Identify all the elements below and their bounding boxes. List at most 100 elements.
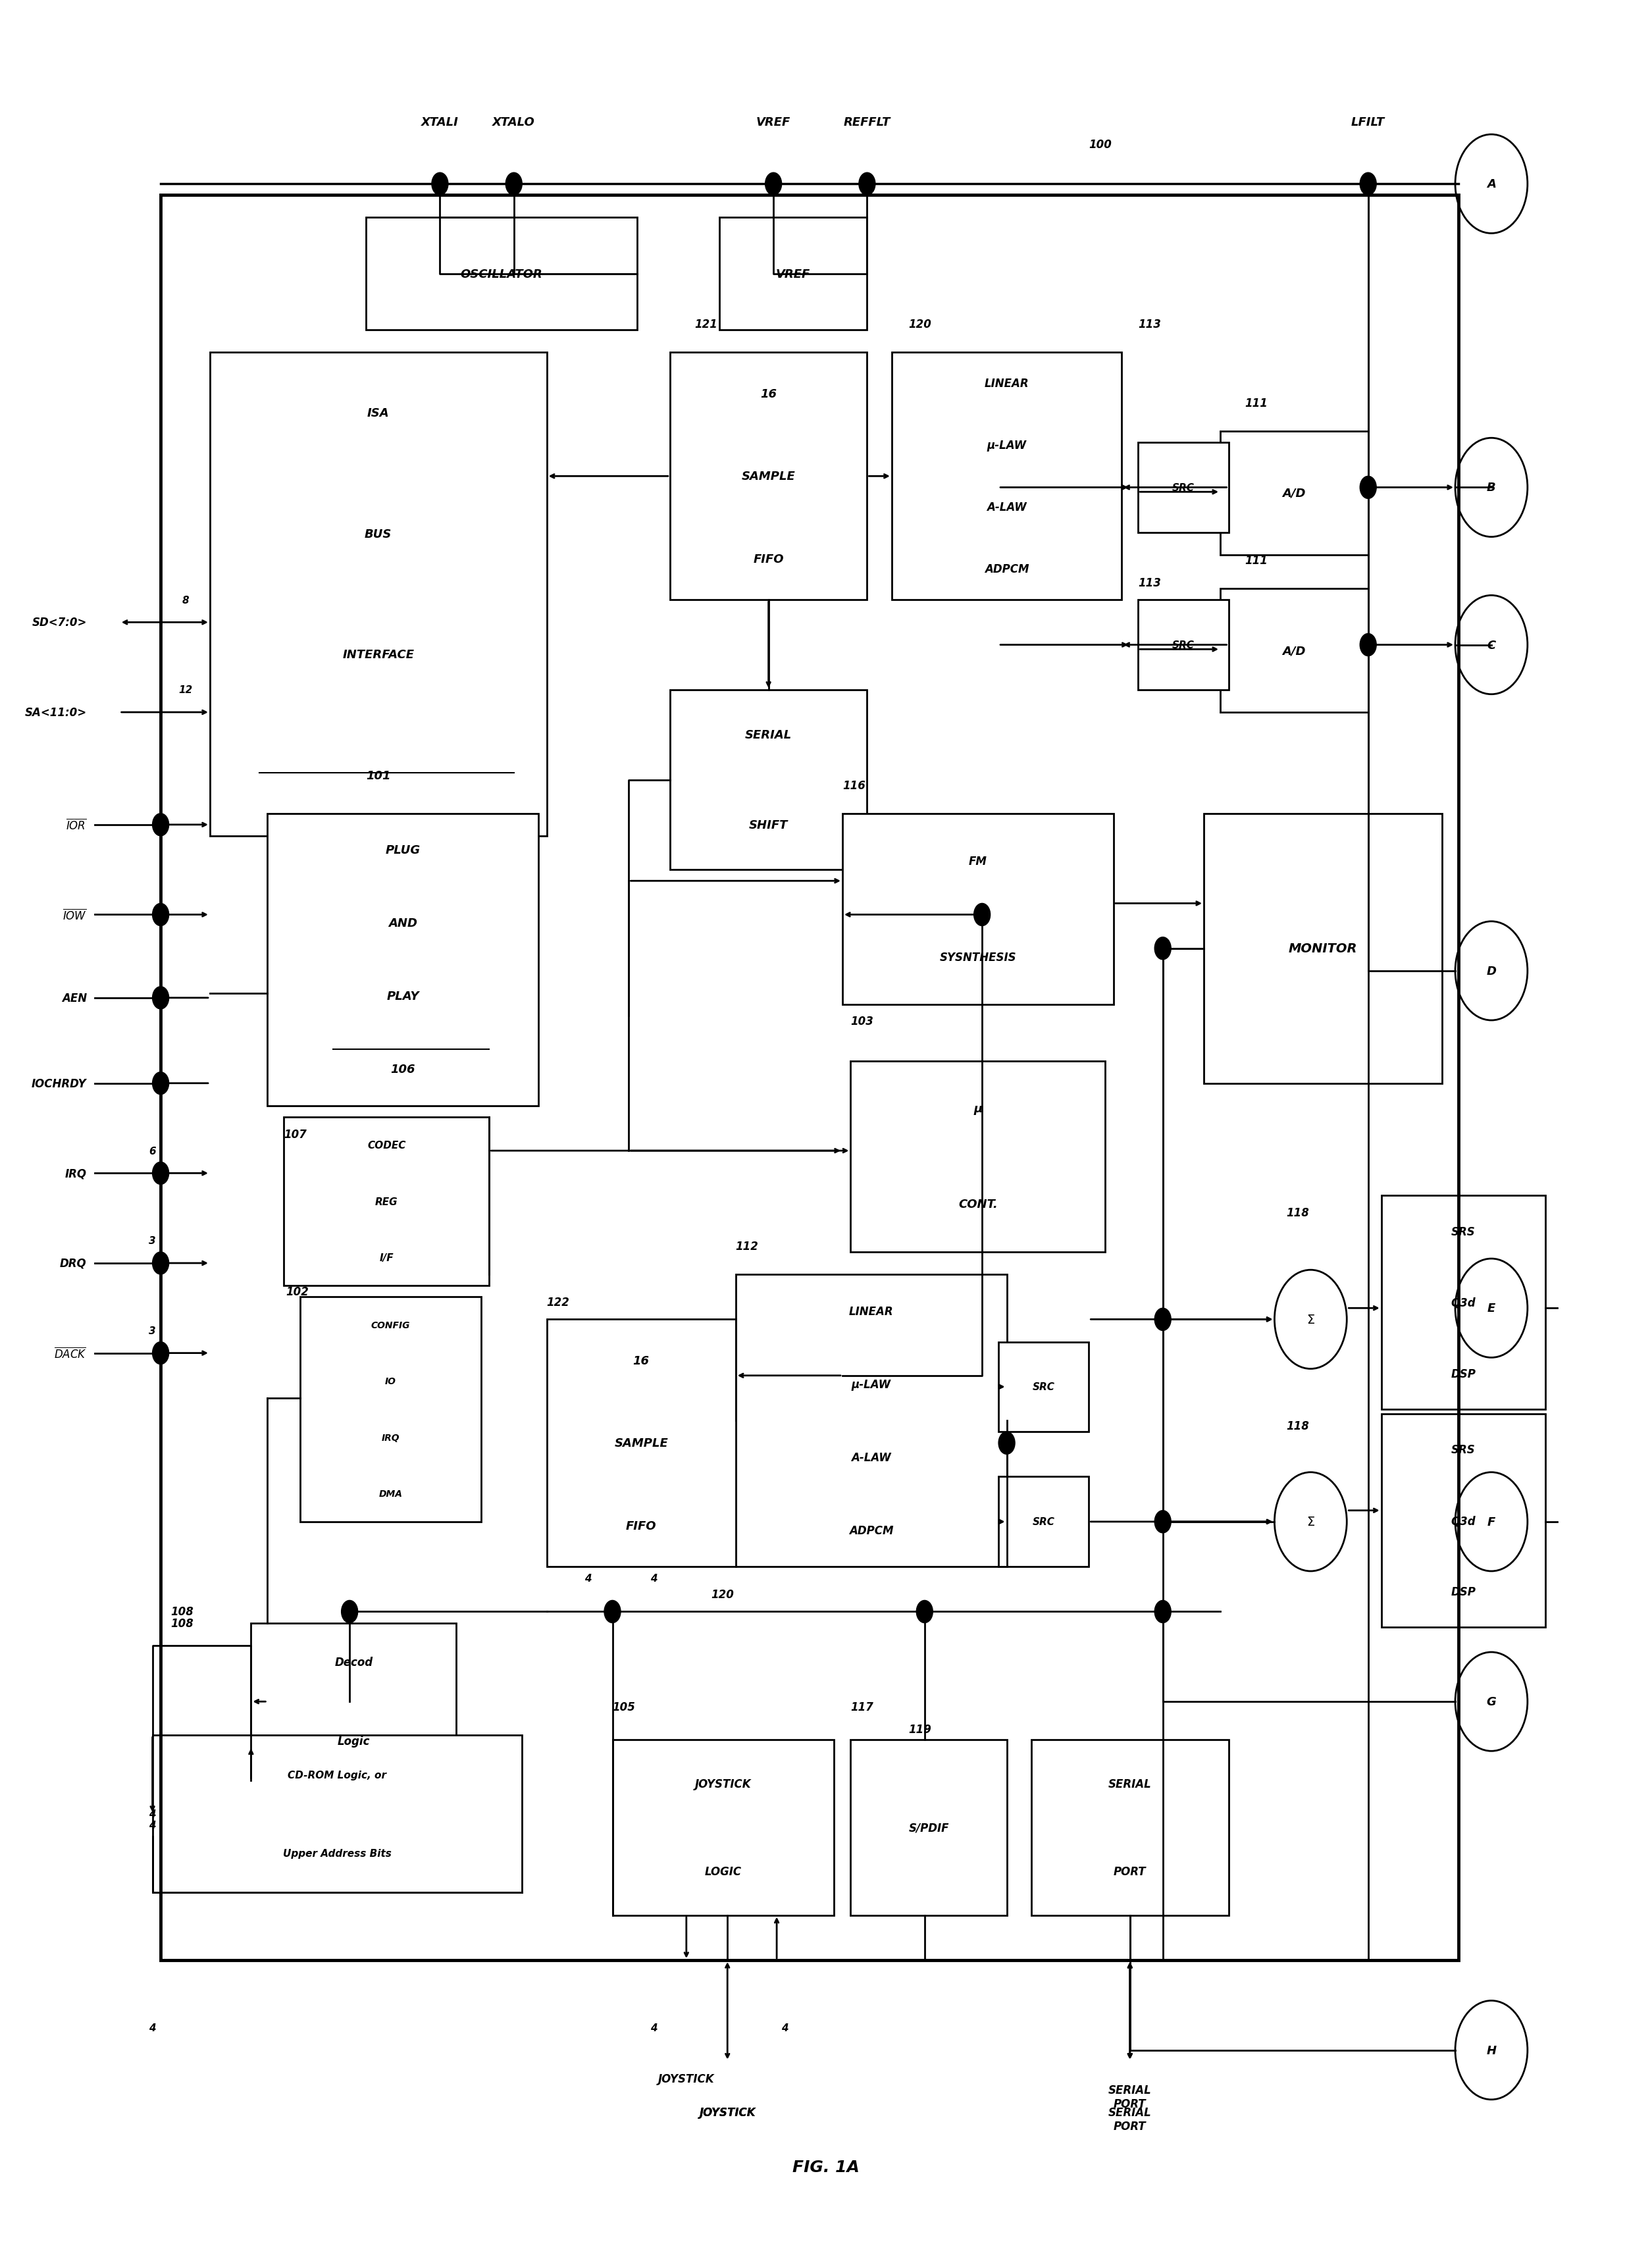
FancyBboxPatch shape [1381, 1196, 1546, 1408]
Text: PORT: PORT [1113, 1867, 1146, 1878]
Text: DSP: DSP [1450, 1587, 1475, 1598]
Circle shape [431, 174, 448, 196]
Text: SAMPLE: SAMPLE [742, 472, 795, 483]
Text: μ-LAW: μ-LAW [986, 440, 1026, 451]
Text: 12: 12 [178, 686, 192, 695]
FancyBboxPatch shape [1138, 600, 1229, 691]
Text: FIFO: FIFO [753, 553, 783, 564]
FancyBboxPatch shape [843, 815, 1113, 1004]
Text: REG: REG [375, 1196, 398, 1207]
Text: $\overline{DACK}$: $\overline{DACK}$ [55, 1347, 86, 1361]
Text: 118: 118 [1285, 1420, 1308, 1431]
Text: A/D: A/D [1282, 488, 1305, 499]
FancyBboxPatch shape [152, 1736, 522, 1894]
Text: DSP: DSP [1450, 1368, 1475, 1379]
Circle shape [152, 1253, 169, 1275]
Text: ADPCM: ADPCM [849, 1523, 894, 1537]
Text: SYSNTHESIS: SYSNTHESIS [940, 950, 1016, 964]
Circle shape [1155, 937, 1171, 959]
Text: SRC: SRC [1173, 483, 1194, 492]
Text: 108: 108 [170, 1607, 193, 1618]
FancyBboxPatch shape [671, 352, 867, 600]
Circle shape [152, 986, 169, 1009]
Text: 111: 111 [1246, 397, 1267, 409]
Text: CODEC: CODEC [367, 1140, 406, 1151]
Text: Q3d: Q3d [1450, 1298, 1475, 1309]
FancyBboxPatch shape [998, 1343, 1089, 1431]
Text: REFFLT: REFFLT [844, 117, 890, 129]
Circle shape [506, 174, 522, 196]
Circle shape [975, 903, 990, 925]
Text: 107: 107 [284, 1128, 307, 1140]
Text: 116: 116 [843, 779, 866, 792]
Text: G: G [1487, 1695, 1497, 1709]
Text: D: D [1487, 966, 1497, 977]
Text: 103: 103 [851, 1016, 874, 1027]
Circle shape [1155, 1510, 1171, 1533]
Text: Q3d: Q3d [1450, 1514, 1475, 1526]
Text: SAMPLE: SAMPLE [615, 1438, 667, 1449]
Text: XTALO: XTALO [492, 117, 535, 129]
Text: Decod: Decod [335, 1657, 373, 1668]
Text: VREF: VREF [776, 269, 811, 280]
Text: SD<7:0>: SD<7:0> [31, 616, 86, 630]
Text: IOCHRDY: IOCHRDY [31, 1077, 86, 1090]
Text: JOYSTICK: JOYSTICK [699, 2106, 755, 2117]
Text: Σ: Σ [1307, 1314, 1315, 1325]
Text: A-LAW: A-LAW [851, 1451, 890, 1463]
Text: 120: 120 [909, 318, 932, 330]
FancyBboxPatch shape [251, 1623, 456, 1781]
Text: SRS: SRS [1452, 1444, 1475, 1456]
Text: 120: 120 [710, 1589, 733, 1600]
Text: Upper Address Bits: Upper Address Bits [282, 1848, 392, 1858]
Text: PLAY: PLAY [387, 991, 420, 1002]
Text: μ: μ [973, 1104, 983, 1115]
Text: 121: 121 [694, 318, 717, 330]
Circle shape [998, 1431, 1014, 1454]
FancyBboxPatch shape [1221, 431, 1368, 555]
Text: DRQ: DRQ [59, 1257, 86, 1268]
Text: 8: 8 [182, 596, 188, 605]
Text: S/PDIF: S/PDIF [909, 1821, 948, 1833]
Text: 112: 112 [735, 1241, 758, 1253]
Text: CD-ROM Logic, or: CD-ROM Logic, or [287, 1769, 387, 1781]
Text: LINEAR: LINEAR [985, 377, 1029, 390]
Text: SA<11:0>: SA<11:0> [25, 706, 86, 718]
Circle shape [342, 1600, 358, 1623]
Text: 122: 122 [547, 1296, 570, 1309]
Circle shape [152, 903, 169, 925]
FancyBboxPatch shape [301, 1298, 481, 1521]
FancyBboxPatch shape [268, 815, 539, 1106]
FancyBboxPatch shape [284, 1117, 489, 1286]
FancyBboxPatch shape [367, 219, 638, 330]
Text: 4: 4 [585, 1573, 591, 1582]
Text: VREF: VREF [757, 117, 791, 129]
Text: A/D: A/D [1282, 646, 1305, 657]
Text: SERIAL
PORT: SERIAL PORT [1108, 2106, 1151, 2133]
Text: SRC: SRC [1032, 1517, 1056, 1526]
Circle shape [152, 815, 169, 837]
Text: H: H [1487, 2045, 1497, 2056]
Text: PLUG: PLUG [385, 844, 421, 855]
Text: C: C [1487, 639, 1495, 650]
FancyBboxPatch shape [613, 1740, 834, 1916]
Text: JOYSTICK: JOYSTICK [699, 2106, 755, 2117]
Circle shape [1360, 174, 1376, 196]
Text: SERIAL: SERIAL [745, 729, 791, 740]
Text: 3: 3 [149, 1325, 155, 1336]
Text: 4: 4 [649, 2022, 657, 2034]
Text: $\overline{IOR}$: $\overline{IOR}$ [66, 817, 86, 833]
FancyBboxPatch shape [851, 1061, 1105, 1253]
Text: JOYSTICK: JOYSTICK [657, 2072, 715, 2085]
Circle shape [1155, 1600, 1171, 1623]
Circle shape [1360, 634, 1376, 657]
Text: SRS: SRS [1452, 1226, 1475, 1237]
Circle shape [152, 1343, 169, 1365]
Text: JOYSTICK: JOYSTICK [695, 1779, 752, 1790]
Circle shape [917, 1600, 933, 1623]
FancyBboxPatch shape [892, 352, 1122, 600]
Text: 101: 101 [367, 770, 390, 781]
FancyBboxPatch shape [671, 691, 867, 869]
Text: 106: 106 [390, 1063, 415, 1074]
Circle shape [859, 174, 876, 196]
